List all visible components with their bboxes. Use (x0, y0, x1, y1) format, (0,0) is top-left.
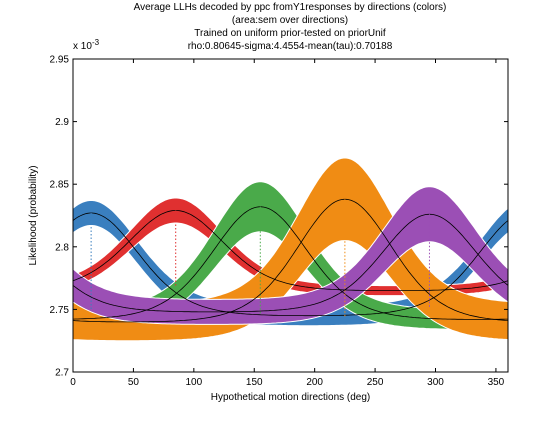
sem-band-4 (73, 186, 508, 325)
title-line-2: (area:sem over directions) (232, 15, 348, 26)
x-tick-label-4: 200 (306, 377, 323, 388)
y-tick-label-1: 2.75 (50, 305, 70, 316)
x-tick-label-5: 250 (367, 377, 384, 388)
x-tick-label-6: 300 (427, 377, 444, 388)
mean-line-4 (73, 213, 508, 313)
title-line-1: Average LLHs decoded by ppc fromY1respon… (134, 2, 447, 13)
mean-line-0 (73, 212, 508, 317)
y-tick-label-4: 2.9 (55, 117, 69, 128)
mean-line-1 (73, 210, 508, 291)
ticks: 0 50 100 150 200 250 300 350 2.7 2.75 2.8 2.85 2.9 2.… (50, 55, 508, 388)
axes-box (72, 58, 509, 373)
y-tick-label-2: 2.8 (55, 242, 69, 253)
x-tick-label-7: 350 (488, 377, 505, 388)
title-line-3: Trained on uniform prior-tested on prior… (194, 28, 386, 39)
y-exponent-power: -3 (92, 38, 100, 47)
title-line-4: rho:0.80645-sigma:4.4554-mean(tau):0.701… (188, 41, 393, 52)
y-tick-label-5: 2.95 (50, 55, 70, 66)
x-axis-label: Hypothetical motion directions (deg) (211, 392, 371, 403)
y-axis-label: Likelihood (probability) (28, 165, 39, 265)
sem-band-2 (73, 181, 508, 330)
x-tick-label-2: 100 (185, 377, 202, 388)
y-tick-label-0: 2.7 (55, 368, 69, 379)
mean-line-3 (73, 198, 508, 323)
plot-area (73, 157, 508, 342)
x-tick-label-3: 150 (246, 377, 263, 388)
x-tick-label-1: 50 (128, 377, 140, 388)
sem-band-3 (73, 157, 508, 342)
y-tick-label-3: 2.85 (50, 180, 70, 191)
y-exponent-label: x 10 (73, 41, 92, 52)
x-tick-label-0: 0 (70, 377, 76, 388)
